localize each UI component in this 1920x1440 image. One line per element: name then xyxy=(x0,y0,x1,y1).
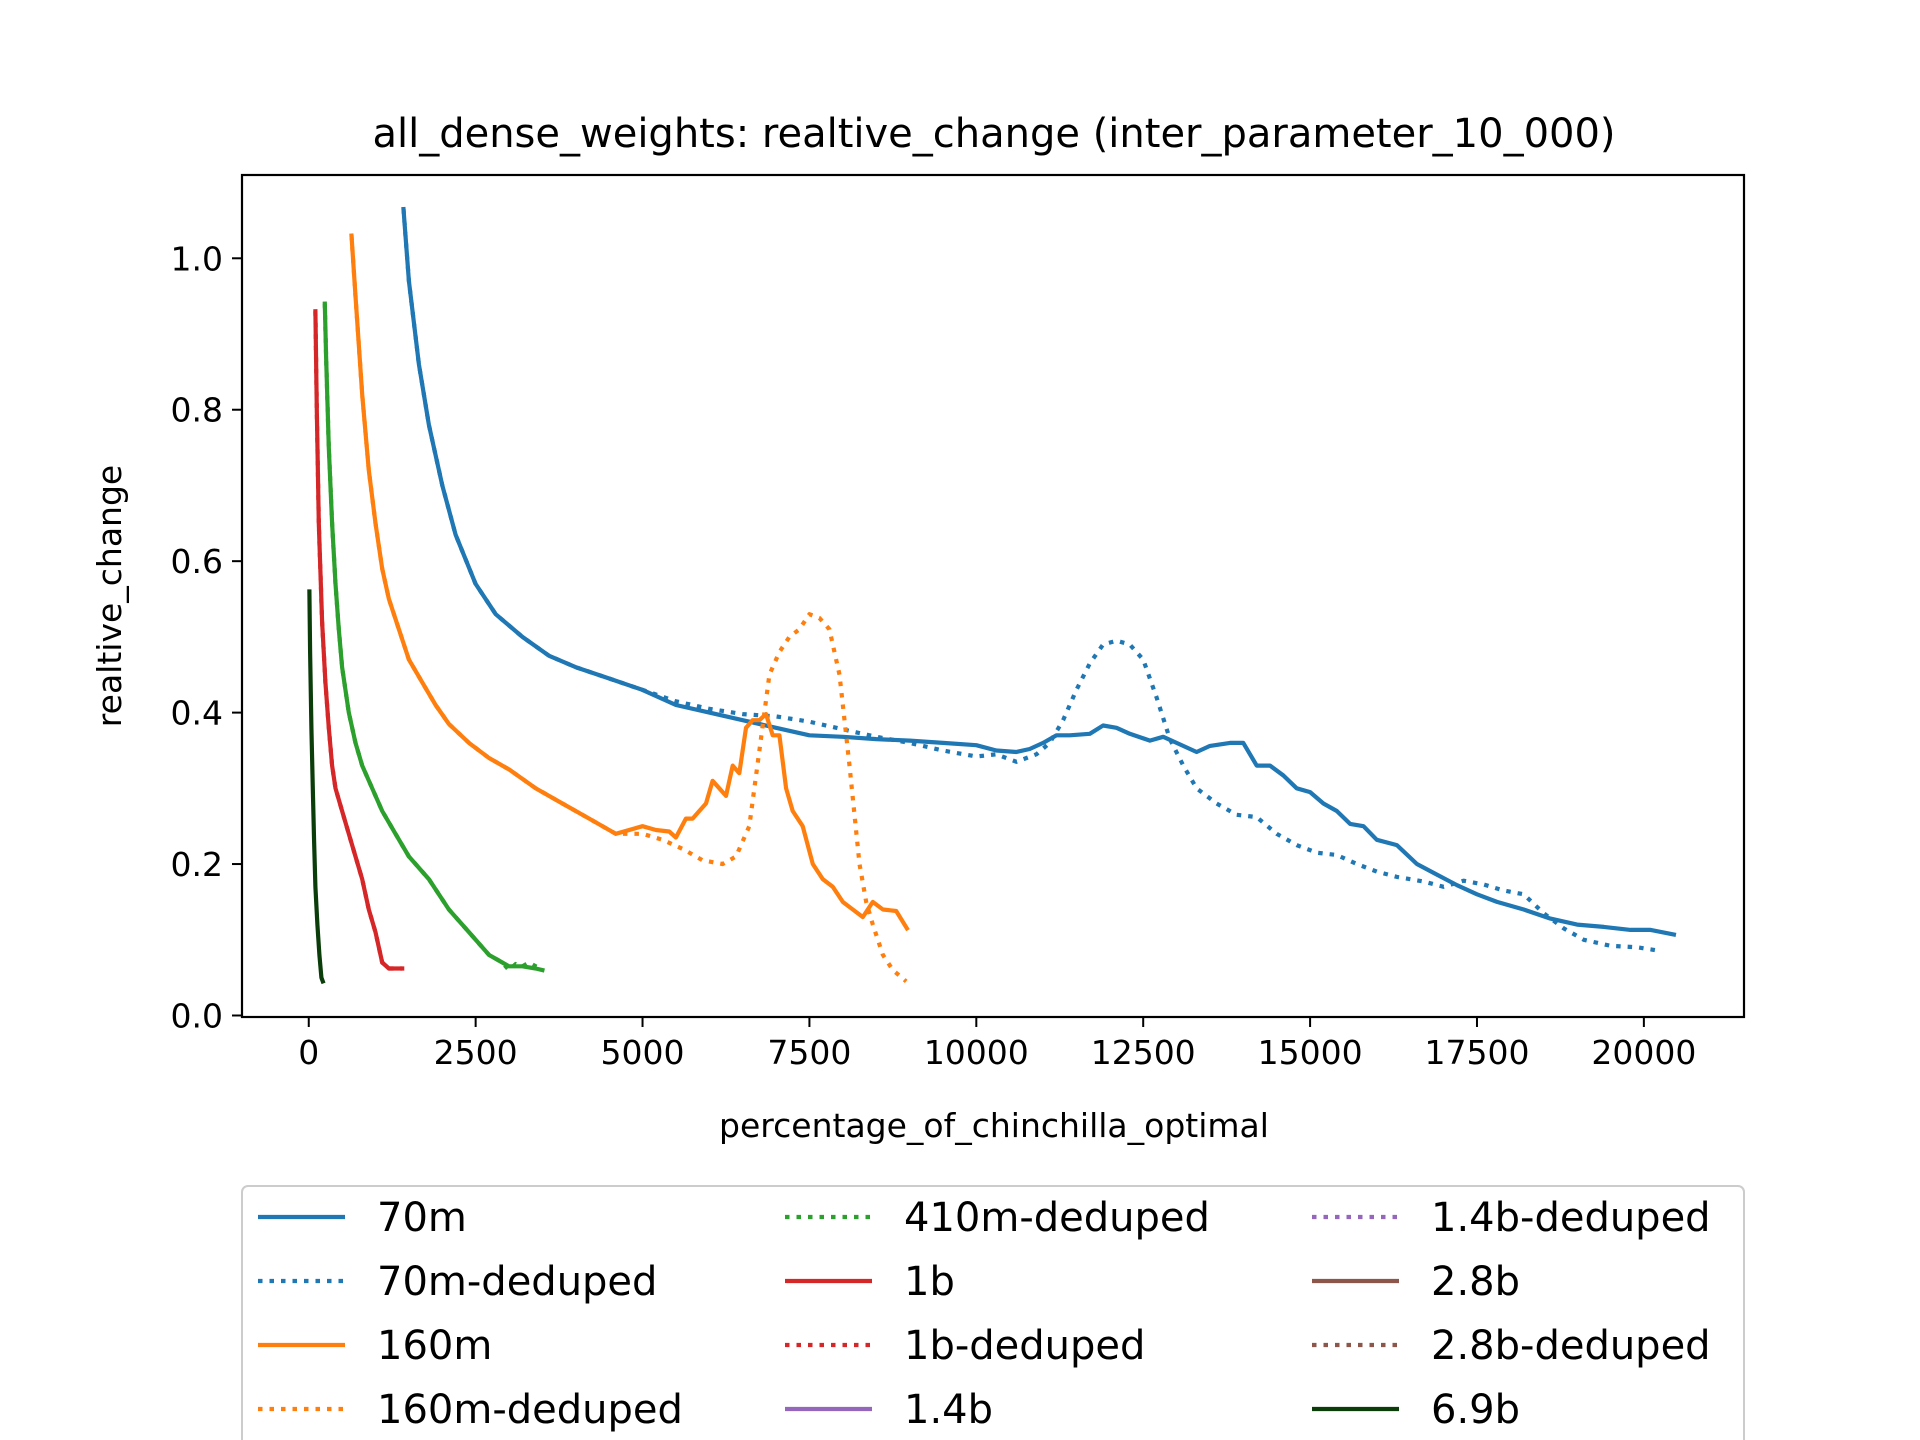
legend-label-1b: 1b xyxy=(904,1259,955,1305)
legend-label-70m-deduped: 70m-deduped xyxy=(377,1259,657,1305)
legend-items: 70m 70m-deduped 160m 160m-deduped 410m-dedup… xyxy=(258,1195,1711,1433)
x-tick-label: 20000 xyxy=(1591,1033,1696,1072)
x-tick-label: 2500 xyxy=(434,1033,518,1072)
x-tick-label: 10000 xyxy=(924,1033,1029,1072)
chart-title: all_dense_weights: realtive_change (inte… xyxy=(372,111,1615,157)
x-tick-label: 5000 xyxy=(601,1033,685,1072)
y-axis: 0.0 0.2 0.4 0.6 0.8 1.0 xyxy=(171,239,242,1035)
x-tick-label: 15000 xyxy=(1258,1033,1363,1072)
plot-lines xyxy=(307,206,1677,985)
series-line-6p9b xyxy=(307,589,326,985)
plot-frame xyxy=(240,173,1746,1019)
legend-label-160m: 160m xyxy=(377,1323,492,1369)
y-tick-label: 0.8 xyxy=(171,391,223,430)
legend-label-1p4b-deduped: 1.4b-deduped xyxy=(1431,1195,1711,1241)
legend: 70m 70m-deduped 160m 160m-deduped 410m-dedup… xyxy=(241,1185,1745,1440)
legend-label-410m-deduped: 410m-deduped xyxy=(904,1195,1210,1241)
legend-label-2p8b-deduped: 2.8b-deduped xyxy=(1431,1323,1711,1369)
y-tick-label: 1.0 xyxy=(171,239,223,278)
series-line-1b-deduped xyxy=(313,311,403,971)
series-line-410m xyxy=(322,301,545,973)
legend-label-1p4b: 1.4b xyxy=(904,1387,993,1433)
x-tick-label: 0 xyxy=(298,1033,319,1072)
series-line-160m xyxy=(349,233,910,932)
x-axis: 0 2500 5000 7500 10000 12500 15000 17500 20000 xyxy=(298,1017,1696,1072)
y-tick-label: 0.4 xyxy=(171,694,223,733)
y-tick-label: 0.2 xyxy=(171,845,223,884)
y-tick-label: 0.6 xyxy=(171,542,223,581)
x-axis-label: percentage_of_chinchilla_optimal xyxy=(719,1106,1269,1145)
y-tick-label: 0.0 xyxy=(171,996,223,1035)
x-tick-label: 7500 xyxy=(767,1033,851,1072)
legend-label-2p8b: 2.8b xyxy=(1431,1259,1520,1305)
series-line-70m-deduped xyxy=(401,208,1658,953)
legend-label-70m: 70m xyxy=(377,1195,467,1241)
legend-label-160m-deduped: 160m-deduped xyxy=(377,1387,683,1433)
legend-label-1b-deduped: 1b-deduped xyxy=(904,1323,1145,1369)
x-tick-label: 17500 xyxy=(1424,1033,1529,1072)
legend-box xyxy=(241,1185,1745,1440)
series-line-160m-deduped xyxy=(349,235,908,984)
y-axis-label: realtive_change xyxy=(90,465,129,727)
legend-label-6p9b: 6.9b xyxy=(1431,1387,1520,1433)
x-tick-label: 12500 xyxy=(1091,1033,1196,1072)
series-line-70m xyxy=(401,206,1677,937)
